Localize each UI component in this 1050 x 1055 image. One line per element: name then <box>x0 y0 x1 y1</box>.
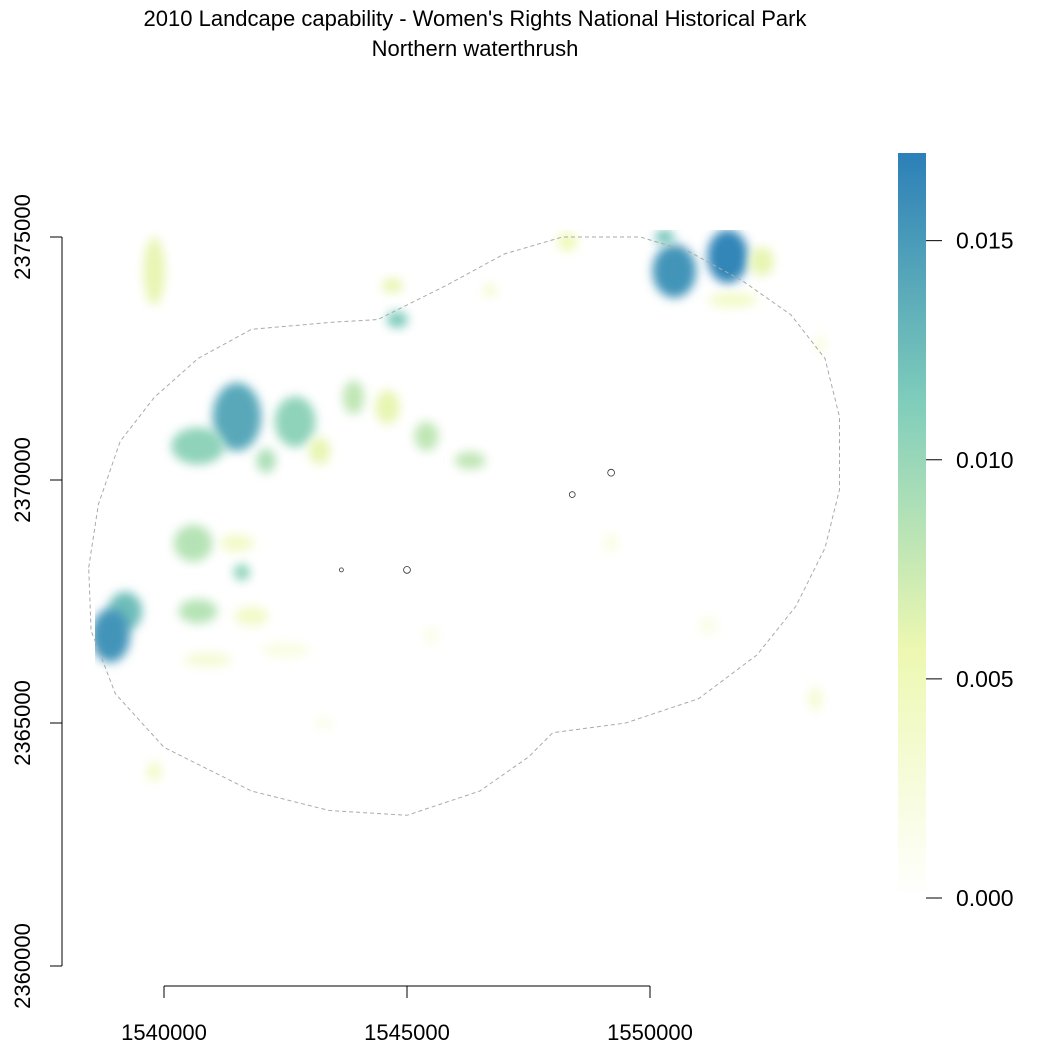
park-site-outline <box>403 566 411 574</box>
capability-patch <box>708 292 757 308</box>
capability-patch <box>424 625 439 646</box>
capability-patch <box>557 232 578 252</box>
capability-patch <box>308 437 331 465</box>
y-tick-label: 2360000 <box>10 923 35 1009</box>
legend-tick-label: 0.015 <box>956 228 1014 254</box>
x-tick-label: 1540000 <box>121 1020 207 1045</box>
capability-patch <box>212 382 262 451</box>
x-axis: 1540000 1545000 1550000 <box>121 985 693 1045</box>
park-boundary <box>88 236 840 816</box>
capability-patch <box>603 533 619 553</box>
capability-patch <box>342 380 365 415</box>
legend-tick-label: 0.000 <box>956 885 1014 911</box>
capability-patch <box>749 246 774 276</box>
capability-patch <box>414 421 439 451</box>
capability-patch <box>698 616 719 636</box>
capability-patch <box>143 236 165 306</box>
capability-patch <box>256 448 276 473</box>
park-site-outline <box>568 491 576 498</box>
park-site-outline <box>607 468 615 477</box>
capability-patch <box>173 524 213 562</box>
map-subtitle: Northern waterthrush <box>372 36 579 61</box>
capability-patch <box>482 283 497 298</box>
capability-patch <box>146 761 162 782</box>
y-tick-label: 2365000 <box>10 680 35 766</box>
x-tick-label: 1545000 <box>364 1020 450 1045</box>
capability-patch <box>219 534 254 552</box>
capability-patch <box>652 244 697 298</box>
color-legend: 0.000 0.005 0.010 0.015 <box>898 153 1014 911</box>
y-axis: 2360000 2365000 2370000 2375000 <box>10 194 63 1009</box>
capability-patch <box>178 599 218 624</box>
capability-patch <box>95 608 130 663</box>
legend-tick-label: 0.005 <box>956 666 1014 692</box>
park-boundary-layer <box>88 236 840 816</box>
capability-patch <box>381 278 404 293</box>
y-tick-label: 2375000 <box>10 194 35 280</box>
capability-patch <box>183 652 233 668</box>
capability-patch <box>654 230 675 245</box>
park-site-outlines <box>338 468 615 574</box>
legend-tick-label: 0.010 <box>956 447 1014 473</box>
legend-color-bar <box>898 153 926 898</box>
capability-patch <box>707 230 749 284</box>
y-tick-label: 2370000 <box>10 437 35 523</box>
capability-patch <box>814 334 826 354</box>
capability-patch <box>261 642 310 658</box>
capability-patch <box>314 717 335 729</box>
capability-raster <box>95 230 826 782</box>
capability-patch <box>171 427 225 465</box>
map-title: 2010 Landcape capability - Women's Right… <box>144 6 808 31</box>
capability-patch <box>233 564 251 581</box>
x-tick-label: 1550000 <box>607 1020 693 1045</box>
park-site-outline <box>338 567 344 573</box>
capability-patch <box>274 396 316 447</box>
capability-patch <box>234 606 269 626</box>
capability-patch <box>375 390 400 425</box>
capability-patch <box>807 686 823 711</box>
capability-patch <box>454 451 486 470</box>
capability-patch <box>386 311 408 328</box>
